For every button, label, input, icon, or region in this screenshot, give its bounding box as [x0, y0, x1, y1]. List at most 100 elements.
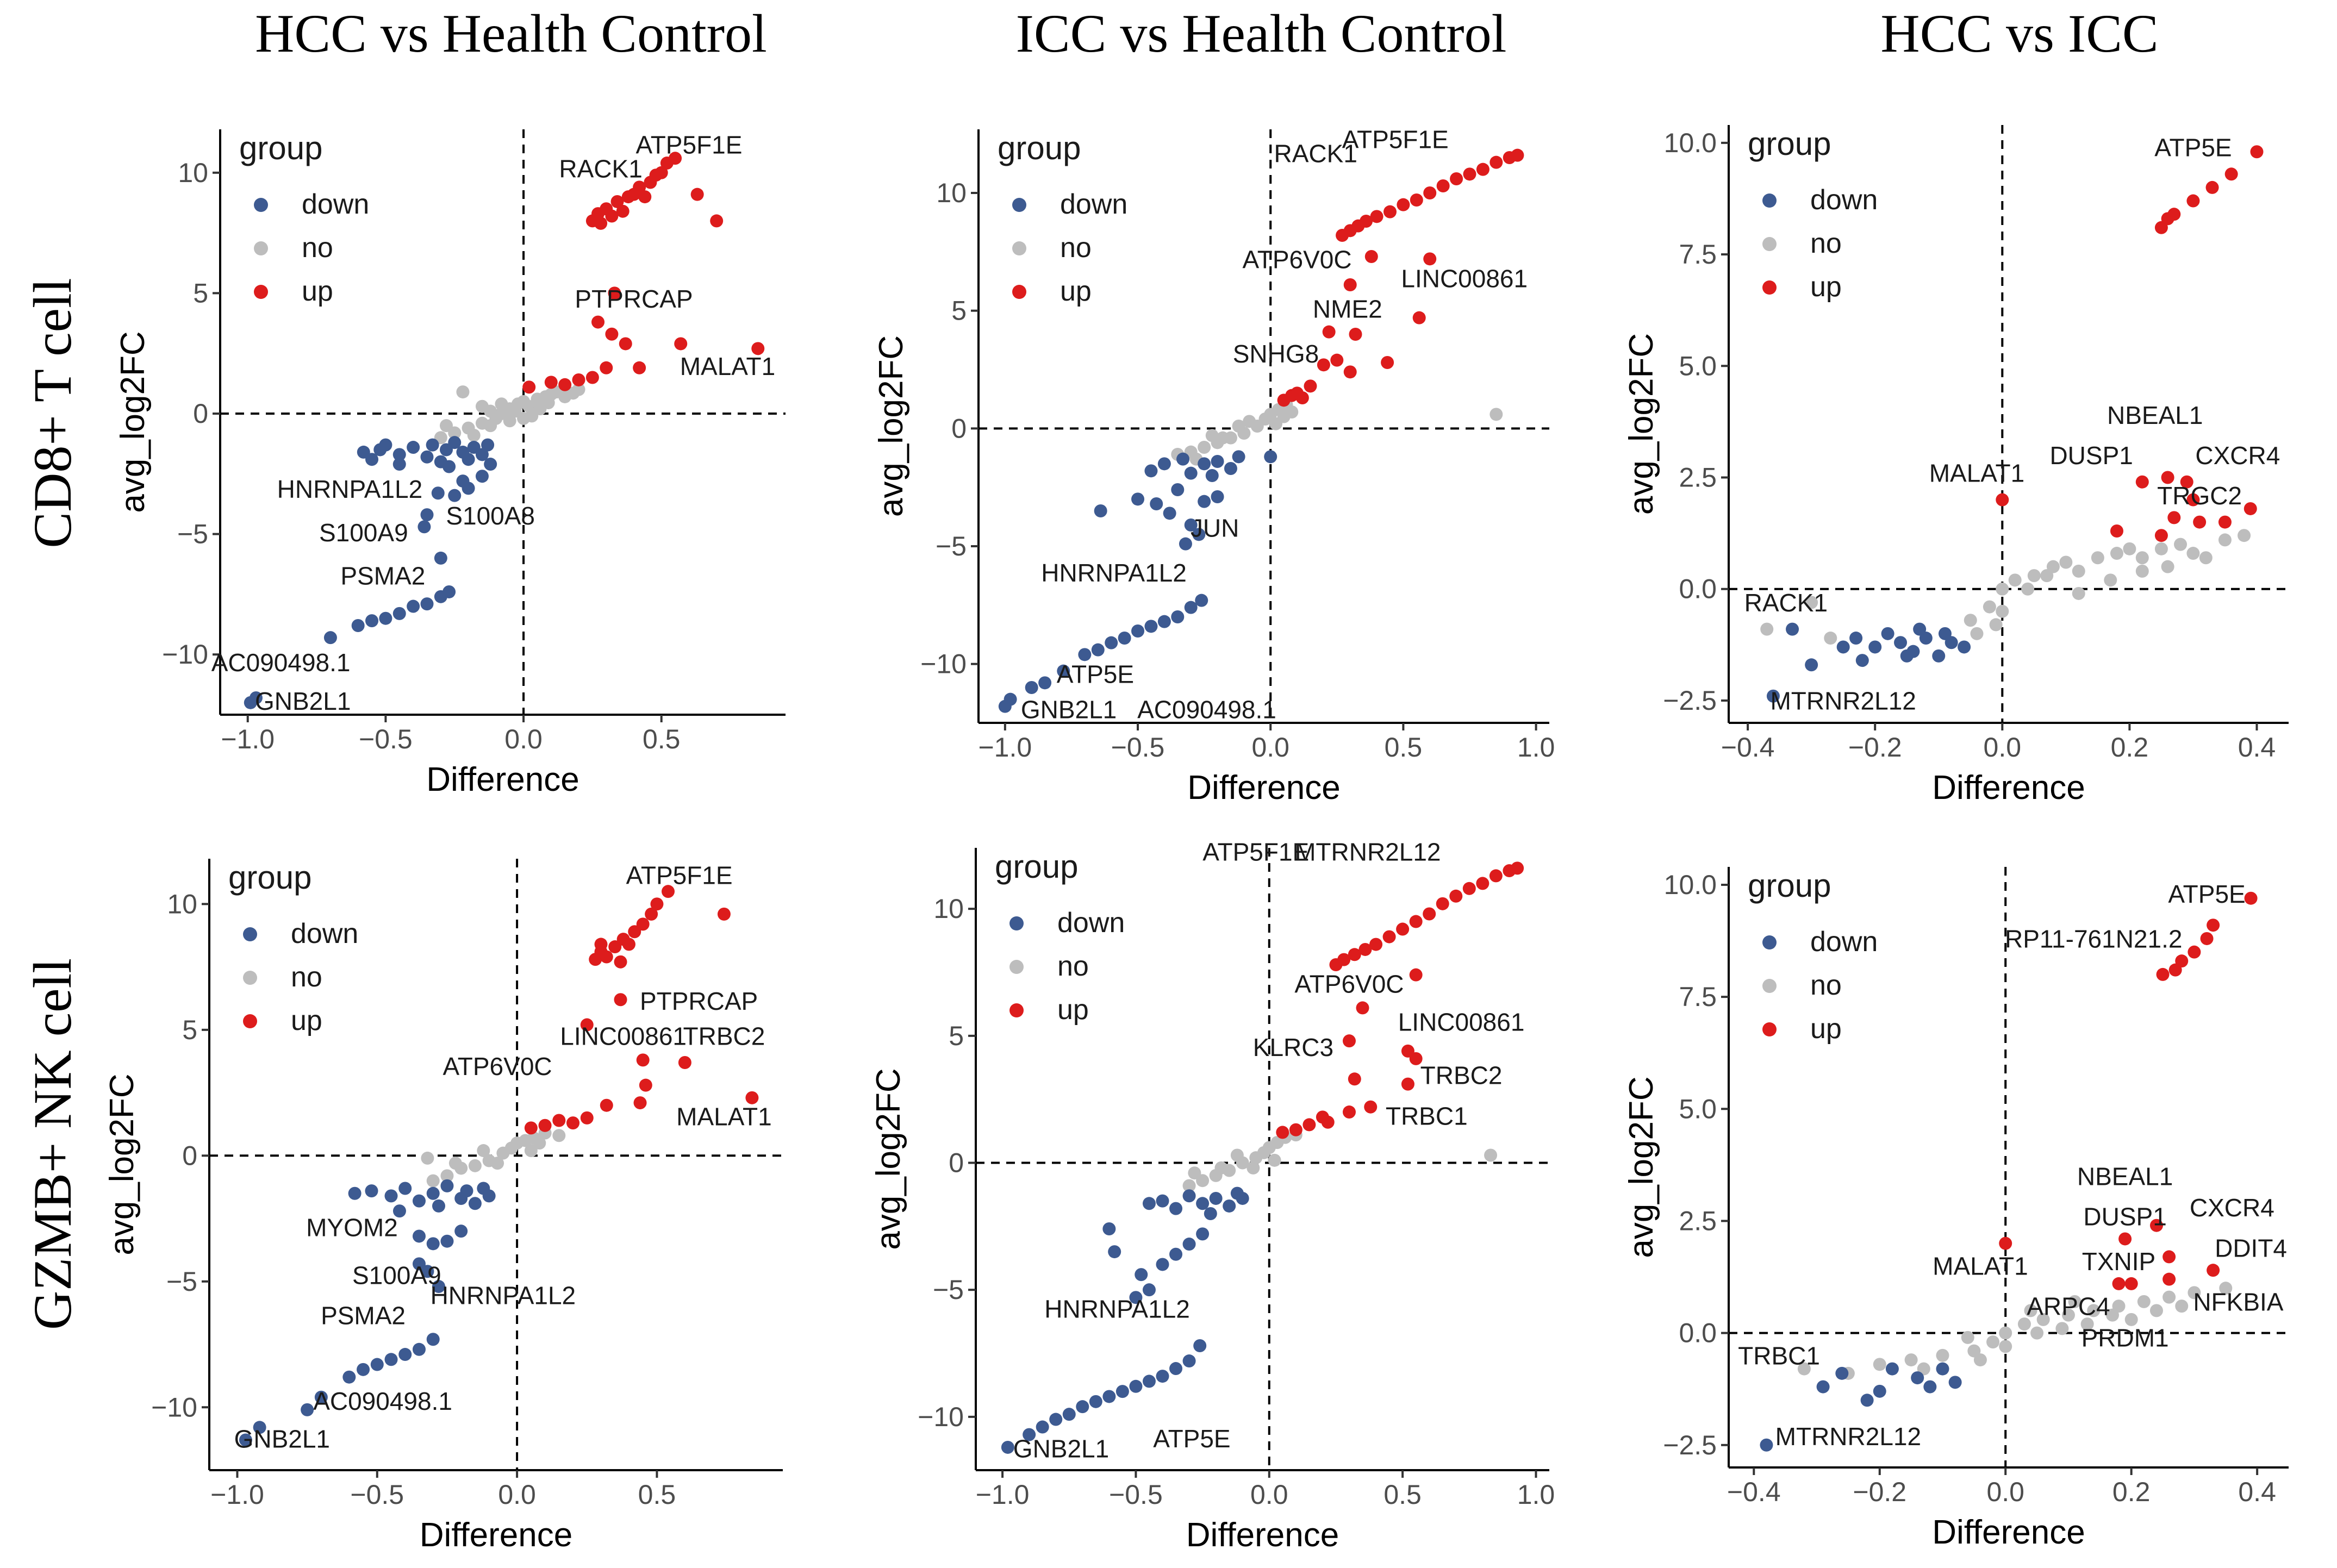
point-no	[440, 1169, 454, 1183]
point-down	[1923, 1380, 1937, 1394]
point-no	[2030, 1326, 2044, 1340]
point-down	[1223, 1199, 1236, 1213]
x-tick-label: −0.5	[359, 724, 413, 754]
point-down	[407, 599, 420, 613]
point-down	[1144, 464, 1158, 478]
point-up	[1322, 325, 1336, 339]
point-up	[1423, 252, 1437, 266]
point-down	[462, 453, 475, 466]
point-down	[1169, 1247, 1183, 1261]
x-tick-label: 0.5	[638, 1479, 676, 1510]
point-no	[2174, 538, 2188, 551]
point-down	[1958, 640, 1971, 654]
legend-swatch-no	[1762, 237, 1777, 251]
point-no	[2162, 1290, 2176, 1304]
point-up	[2180, 475, 2193, 489]
point-down	[1196, 1197, 1210, 1210]
point-down	[323, 631, 337, 645]
point-up	[1343, 365, 1357, 379]
point-down	[1236, 1191, 1249, 1205]
gene-label: TRBC2	[683, 1022, 765, 1051]
y-tick-label: 0	[193, 398, 208, 429]
gene-label: AC090498.1	[313, 1387, 452, 1415]
y-tick-label: −5	[166, 1266, 197, 1297]
y-tick-label: 10.0	[1664, 870, 1717, 900]
y-tick-label: 10.0	[1664, 128, 1717, 158]
point-up	[2188, 945, 2201, 959]
point-down	[379, 611, 392, 625]
point-up	[639, 1078, 652, 1092]
panel-nk-hcc-vs-health: −1.0 −0.5 0.0 0.5 −10 −5 0 5 10 Difference avg_log…	[103, 859, 783, 1554]
point-up	[608, 286, 621, 300]
point-down	[244, 696, 257, 709]
point-down	[482, 1189, 496, 1203]
point-up	[1396, 922, 1410, 936]
gene-label: MALAT1	[680, 352, 776, 380]
panel-cd8-icc-vs-health: −1.0 −0.5 0.0 0.5 1.0 −10 −5 0 5 10 Difference avg_…	[873, 126, 1555, 807]
x-axis-title: Difference	[1186, 1516, 1339, 1554]
y-tick-label: 5.0	[1679, 351, 1717, 381]
point-down	[1868, 640, 1882, 654]
point-down	[1036, 1420, 1049, 1434]
legend-swatch-down	[243, 927, 257, 941]
point-up	[2156, 967, 2170, 981]
gene-label: GNB2L1	[234, 1425, 330, 1453]
x-tick-label: −0.2	[1853, 1477, 1906, 1507]
point-down	[1001, 1440, 1014, 1454]
point-no	[2238, 529, 2251, 542]
gene-label: ATP5F1E	[1202, 838, 1309, 866]
point-up	[655, 166, 668, 179]
gene-label: JUN	[1191, 514, 1239, 542]
y-tick-label: −2.5	[1663, 685, 1717, 716]
point-no	[2040, 569, 2054, 583]
legend-label-no: no	[291, 961, 322, 993]
point-down	[1102, 1390, 1116, 1403]
point-up	[552, 1114, 566, 1127]
legend-label-no: no	[1810, 228, 1842, 259]
point-up	[594, 938, 608, 951]
x-axis-title: Difference	[426, 761, 579, 798]
point-down	[1171, 610, 1185, 623]
legend-title: group	[995, 848, 1078, 885]
gene-label: PSMA2	[340, 562, 425, 590]
point-no	[1996, 582, 2009, 596]
point-down	[1184, 601, 1198, 614]
point-up	[1401, 1077, 1414, 1091]
y-tick-label: −5	[177, 519, 208, 549]
point-down	[357, 1363, 370, 1376]
point-up	[1409, 1052, 1423, 1065]
legend-label-down: down	[1060, 189, 1127, 220]
legend-swatch-no	[1012, 241, 1026, 255]
point-up	[1342, 1105, 1356, 1119]
point-up	[662, 885, 675, 898]
point-down	[426, 1333, 440, 1346]
point-no	[2024, 1304, 2037, 1317]
y-tick-label: −2.5	[1663, 1430, 1717, 1460]
point-up	[558, 378, 572, 391]
y-axis-title: avg_log2FC	[114, 331, 152, 513]
point-no	[1904, 1353, 1918, 1367]
gene-label: ATP5E	[1153, 1425, 1230, 1453]
y-tick-label: 2.5	[1679, 1205, 1717, 1236]
point-no	[2175, 1300, 2189, 1313]
point-no	[2021, 582, 2035, 596]
point-up	[1364, 250, 1378, 263]
point-up	[2162, 1250, 2176, 1264]
point-no	[508, 404, 522, 418]
point-up	[2207, 919, 2220, 932]
point-down	[1004, 692, 1017, 706]
x-tick-label: 0.5	[1385, 732, 1423, 763]
point-up	[616, 204, 630, 218]
point-up	[1436, 179, 1450, 192]
point-up	[1412, 311, 1426, 324]
point-up	[1321, 1115, 1335, 1129]
point-up	[638, 190, 652, 204]
x-tick-label: −0.5	[1111, 732, 1165, 763]
x-tick-label: −1.0	[976, 1479, 1030, 1510]
point-no	[1182, 1179, 1196, 1192]
point-down	[426, 1237, 440, 1251]
gene-label: ATP6V0C	[1242, 246, 1351, 274]
point-no	[1999, 1340, 2012, 1353]
point-no	[1961, 1330, 1974, 1344]
gene-label: HNRNPA1L2	[1044, 1295, 1190, 1323]
